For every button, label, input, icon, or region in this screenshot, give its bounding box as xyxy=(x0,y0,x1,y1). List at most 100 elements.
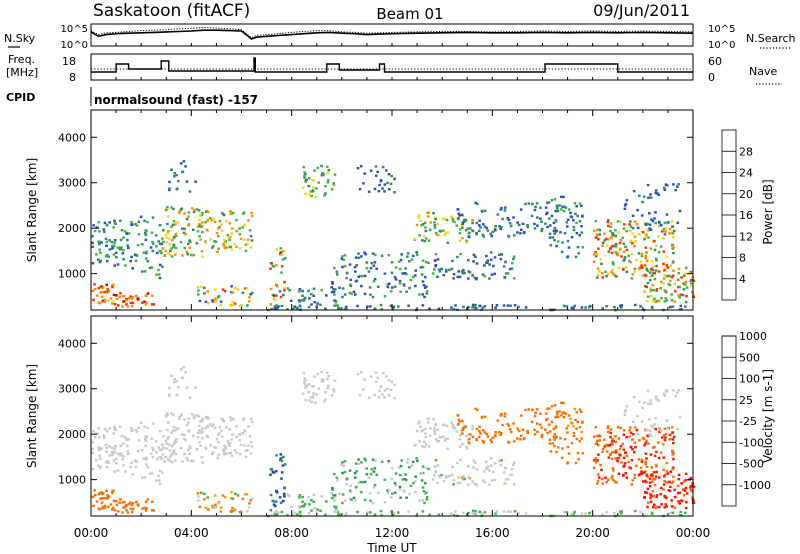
velocity-cell xyxy=(652,505,655,509)
power-cell xyxy=(651,219,655,223)
power-cell xyxy=(118,246,121,249)
power-cell xyxy=(307,289,310,293)
velocity-cell xyxy=(636,414,639,418)
velocity-cell xyxy=(195,414,199,417)
velocity-cell xyxy=(615,481,618,484)
velocity-cell xyxy=(464,435,468,438)
velocity-cell xyxy=(343,499,347,502)
velocity-cell xyxy=(646,389,650,393)
velocity-cell xyxy=(671,438,675,441)
power-cell xyxy=(649,294,653,297)
power-cell xyxy=(301,294,304,297)
power-cell xyxy=(621,236,624,239)
power-cell xyxy=(645,268,649,271)
velocity-cell xyxy=(421,445,424,448)
power-cell xyxy=(654,221,657,225)
power-cell xyxy=(614,234,617,238)
power-cell xyxy=(673,300,677,303)
beam-title: Beam 01 xyxy=(376,5,443,23)
power-cell xyxy=(531,202,534,206)
velocity-cell xyxy=(363,378,366,381)
velocity-cell xyxy=(461,432,464,435)
velocity-cell xyxy=(282,499,285,503)
power-cell xyxy=(648,279,652,282)
velocity-cell xyxy=(637,458,641,461)
velocity-cell xyxy=(98,454,101,457)
velocity-cell xyxy=(527,408,531,411)
velocity-cell xyxy=(115,500,118,503)
power-cell xyxy=(126,244,129,247)
power-cell xyxy=(126,305,130,308)
velocity-cell xyxy=(333,379,337,382)
velocity-cell xyxy=(414,490,417,494)
power-cell xyxy=(249,235,253,238)
velocity-cell xyxy=(598,439,602,442)
velocity-cell xyxy=(198,424,201,428)
power-cell xyxy=(145,301,148,304)
velocity-cell xyxy=(512,461,516,464)
power-cell xyxy=(333,266,336,270)
velocity-cell xyxy=(320,380,324,383)
velocity-cell xyxy=(243,429,247,433)
velocity-cell xyxy=(352,496,356,500)
power-cell xyxy=(624,266,627,269)
velocity-cell xyxy=(665,481,668,484)
power-cell xyxy=(671,225,675,228)
velocity-cell xyxy=(393,383,396,387)
velocity-cell xyxy=(689,486,692,489)
power-cell xyxy=(544,206,548,209)
velocity-cell xyxy=(158,479,161,482)
velocity-cell xyxy=(129,501,132,504)
velocity-cell xyxy=(158,482,162,486)
velocity-cell xyxy=(174,459,177,462)
velocity-cell xyxy=(181,433,184,436)
velocity-cell xyxy=(280,477,283,480)
power-cell xyxy=(151,216,155,219)
power-cell xyxy=(378,183,381,187)
power-cell xyxy=(450,306,453,309)
velocity-cell xyxy=(466,438,470,441)
power-cell xyxy=(297,299,301,302)
power-cell xyxy=(461,236,464,240)
velocity-cell xyxy=(108,427,111,430)
power-cell xyxy=(230,211,234,214)
power-cell xyxy=(645,259,649,263)
velocity-cell xyxy=(345,478,349,481)
power-cell xyxy=(421,304,425,307)
velocity-cell xyxy=(555,435,558,438)
power-cell xyxy=(385,169,388,172)
power-cell xyxy=(548,236,552,239)
power-cell xyxy=(214,299,218,302)
power-cell xyxy=(200,285,203,288)
velocity-cell xyxy=(659,493,662,496)
power-cell xyxy=(625,248,629,252)
velocity-cell xyxy=(98,491,102,495)
velocity-cell xyxy=(645,474,649,477)
velocity-cell xyxy=(673,488,676,492)
power-cell xyxy=(572,228,576,232)
power-cell xyxy=(271,264,275,268)
power-cell xyxy=(182,160,186,163)
velocity-cell xyxy=(303,382,306,385)
velocity-cell xyxy=(651,489,655,493)
velocity-cell xyxy=(231,497,235,500)
velocity-cell xyxy=(516,437,519,440)
velocity-cell xyxy=(628,466,631,469)
power-cell xyxy=(547,217,551,220)
power-cell xyxy=(425,290,429,293)
velocity-cell xyxy=(131,473,134,476)
power-cell xyxy=(506,272,510,275)
velocity-cell xyxy=(629,445,633,448)
velocity-cell xyxy=(549,430,552,433)
velocity-cell xyxy=(452,483,455,486)
velocity-cell xyxy=(167,421,170,424)
velocity-cell xyxy=(458,481,462,485)
velocity-cell xyxy=(482,441,485,444)
power-cell xyxy=(174,234,178,238)
velocity-cell xyxy=(510,473,514,476)
velocity-cell xyxy=(425,498,429,501)
velocity-cell xyxy=(279,457,283,460)
power-cell xyxy=(310,292,313,296)
power-cell xyxy=(386,285,390,289)
power-cell xyxy=(646,281,650,285)
